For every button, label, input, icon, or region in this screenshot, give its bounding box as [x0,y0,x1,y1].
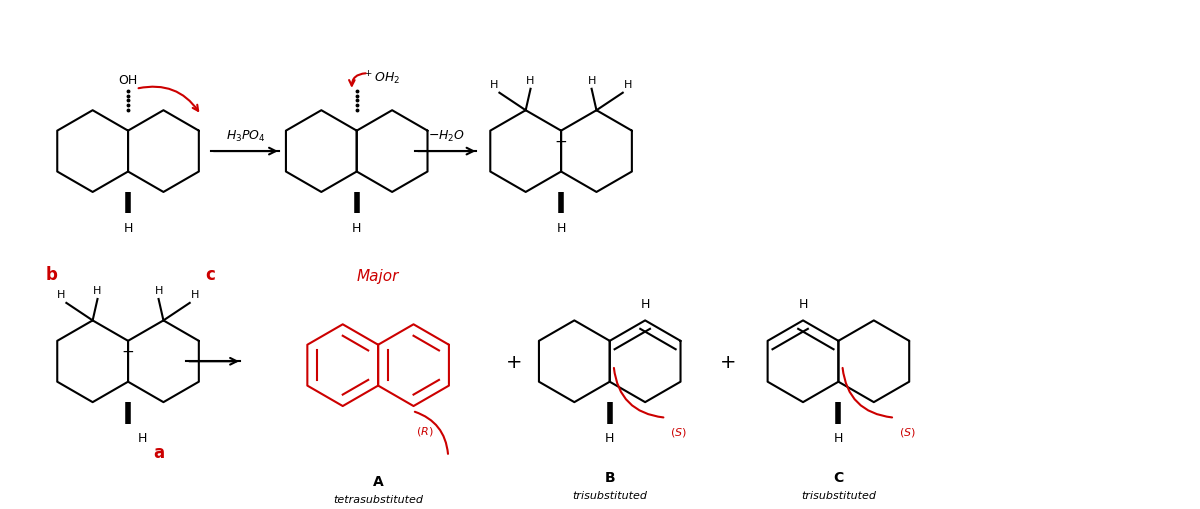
Text: trisubstituted: trisubstituted [800,490,876,500]
Text: H: H [138,432,148,444]
Text: c: c [205,266,215,284]
Text: H: H [641,297,650,310]
Text: H: H [94,286,102,296]
Text: $^+OH_2$: $^+OH_2$ [362,69,400,87]
Text: H: H [605,432,614,444]
Text: $(R)$: $(R)$ [416,423,433,437]
Text: H: H [191,290,199,299]
Text: H: H [557,222,565,235]
Text: H: H [124,222,133,235]
Text: tetrasubstituted: tetrasubstituted [334,494,424,503]
Text: H: H [58,290,66,299]
Text: Major: Major [356,269,400,284]
Text: H: H [527,76,535,86]
Text: H: H [834,432,844,444]
Text: $(S)$: $(S)$ [899,425,916,438]
Text: $(S)$: $(S)$ [670,425,686,438]
Text: +: + [554,134,568,150]
Text: $- H_2O$: $- H_2O$ [427,129,464,144]
Text: C: C [833,470,844,484]
Text: $H_3PO_4$: $H_3PO_4$ [226,129,265,144]
Text: b: b [46,266,58,284]
Text: H: H [588,76,595,86]
Text: a: a [154,443,164,461]
Text: H: H [352,222,361,235]
Text: +: + [720,352,737,371]
Text: trisubstituted: trisubstituted [572,490,647,500]
Text: +: + [121,345,134,359]
Text: H: H [155,286,163,296]
Text: H: H [491,79,499,90]
Text: A: A [373,474,384,488]
Text: OH: OH [119,74,138,87]
Text: B: B [605,470,616,484]
Text: H: H [798,297,808,310]
Text: +: + [506,352,523,371]
Text: H: H [624,79,631,90]
